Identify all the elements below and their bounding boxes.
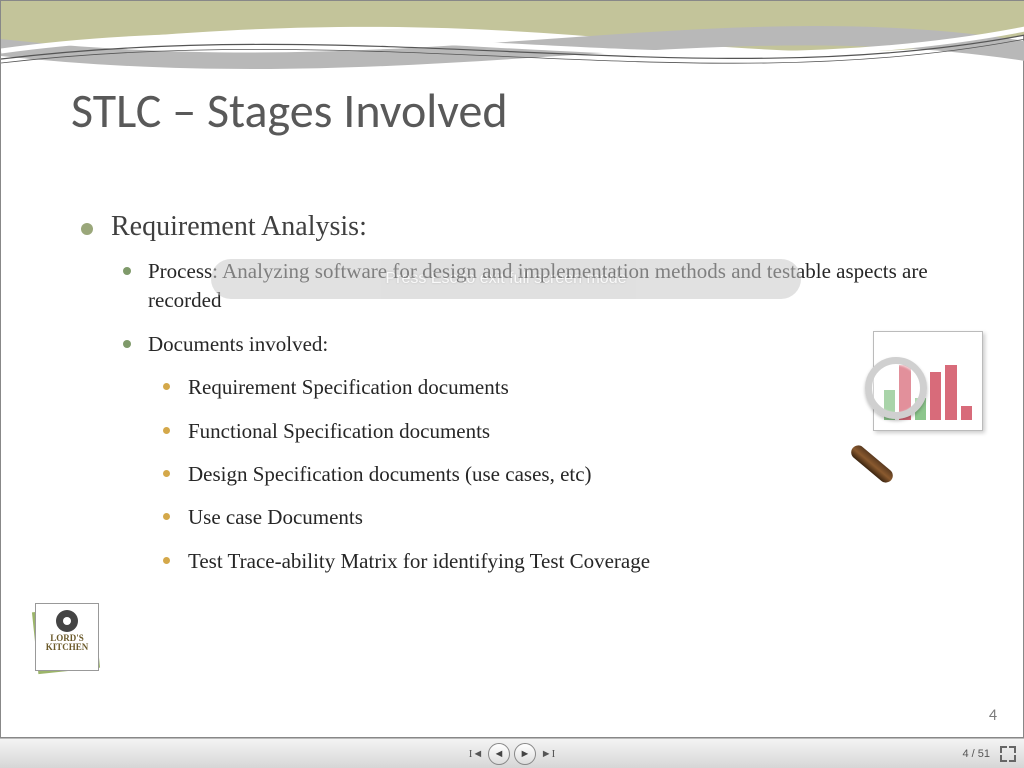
bullet-docs-heading: Documents involved: — [123, 330, 951, 359]
slide-page-number: 4 — [989, 706, 997, 725]
next-slide-button[interactable]: ► — [514, 743, 536, 765]
doc-item: Design Specification documents (use case… — [163, 460, 951, 489]
header-swoosh — [1, 1, 1024, 81]
prev-slide-button[interactable]: ◄ — [488, 743, 510, 765]
clipart-bar — [945, 365, 956, 420]
lords-kitchen-logo: LORD'S KITCHEN — [31, 601, 107, 677]
magnifier-lens-icon — [865, 357, 927, 419]
logo-text-line2: KITCHEN — [36, 643, 98, 652]
gear-icon — [56, 610, 78, 632]
last-slide-button[interactable]: ►I — [540, 746, 556, 762]
doc-item: Functional Specification documents — [163, 417, 951, 446]
esc-hint-overlay: Press Esc to exit full screen mode — [211, 259, 801, 299]
chart-magnifier-clipart — [853, 331, 983, 451]
total-pages: 51 — [978, 748, 990, 760]
slide: STLC – Stages Involved Requirement Analy… — [0, 0, 1024, 738]
section-heading: Requirement Analysis: — [81, 211, 951, 243]
player-controls: I◄ ◄ ► ►I 4 / 51 — [0, 738, 1024, 768]
first-slide-button[interactable]: I◄ — [468, 746, 484, 762]
doc-item: Use case Documents — [163, 503, 951, 532]
slide-title: STLC – Stages Involved — [71, 81, 508, 140]
clipart-bar — [961, 406, 972, 420]
page-indicator: 4 / 51 — [962, 748, 990, 760]
fullscreen-button[interactable] — [1000, 746, 1016, 762]
doc-item: Requirement Specification documents — [163, 373, 951, 402]
clipart-bar — [930, 372, 941, 420]
doc-item: Test Trace-ability Matrix for identifyin… — [163, 547, 951, 576]
